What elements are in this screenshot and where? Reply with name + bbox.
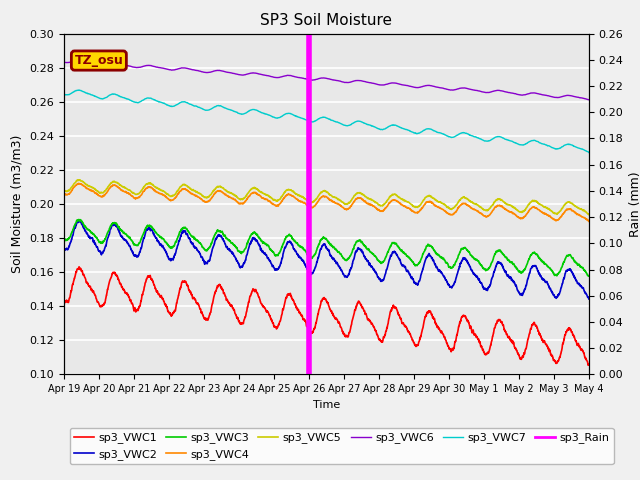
sp3_VWC3 (387, 243, 394, 249)
Y-axis label: Rain (mm): Rain (mm) (629, 171, 640, 237)
sp3_VWC1 (387, 308, 394, 314)
sp3_VWC3 (585, 273, 593, 279)
X-axis label: Time: Time (313, 400, 340, 409)
Line: sp3_VWC3: sp3_VWC3 (64, 219, 589, 276)
sp3_VWC6 (173, 67, 180, 72)
sp3_VWC6 (60, 59, 68, 65)
sp3_VWC1 (585, 362, 593, 368)
Text: TZ_osu: TZ_osu (74, 54, 124, 67)
sp3_VWC5 (585, 212, 593, 217)
sp3_VWC1 (173, 300, 180, 306)
sp3_VWC1 (76, 264, 83, 270)
sp3_VWC2 (207, 253, 214, 259)
sp3_VWC3 (585, 273, 593, 279)
sp3_VWC5 (173, 189, 180, 195)
sp3_VWC1 (60, 297, 68, 303)
sp3_VWC5 (387, 193, 394, 199)
Y-axis label: Soil Moisture (m3/m3): Soil Moisture (m3/m3) (11, 135, 24, 273)
sp3_VWC4 (387, 199, 394, 204)
sp3_VWC4 (535, 207, 543, 213)
Legend: sp3_VWC1, sp3_VWC2, sp3_VWC3, sp3_VWC4, sp3_VWC5, sp3_VWC6, sp3_VWC7, sp3_Rain: sp3_VWC1, sp3_VWC2, sp3_VWC3, sp3_VWC4, … (70, 428, 614, 464)
sp3_VWC3 (173, 238, 180, 244)
Line: sp3_VWC2: sp3_VWC2 (64, 220, 589, 299)
sp3_VWC3 (378, 260, 385, 265)
sp3_VWC6 (535, 91, 543, 97)
sp3_VWC2 (585, 295, 593, 301)
sp3_VWC7 (535, 140, 543, 145)
sp3_VWC7 (74, 87, 82, 93)
sp3_VWC6 (378, 82, 385, 88)
sp3_VWC7 (173, 102, 180, 108)
Line: sp3_VWC5: sp3_VWC5 (64, 180, 589, 215)
sp3_VWC2 (378, 278, 385, 284)
Line: sp3_VWC6: sp3_VWC6 (64, 60, 589, 100)
sp3_VWC2 (173, 246, 180, 252)
sp3_VWC4 (378, 208, 385, 214)
sp3_VWC6 (387, 80, 394, 86)
sp3_VWC2 (387, 252, 394, 258)
sp3_VWC4 (75, 180, 83, 186)
Line: sp3_VWC4: sp3_VWC4 (64, 183, 589, 221)
sp3_VWC1 (207, 309, 214, 315)
sp3_VWC7 (387, 123, 394, 129)
Line: sp3_VWC1: sp3_VWC1 (64, 267, 589, 365)
sp3_VWC6 (585, 97, 593, 103)
sp3_VWC4 (585, 218, 593, 224)
sp3_VWC1 (585, 362, 593, 368)
sp3_VWC5 (60, 188, 68, 194)
sp3_VWC3 (535, 255, 543, 261)
sp3_VWC2 (60, 245, 68, 251)
Title: SP3 Soil Moisture: SP3 Soil Moisture (260, 13, 392, 28)
sp3_VWC1 (535, 331, 543, 337)
sp3_VWC6 (207, 69, 214, 75)
sp3_VWC1 (378, 338, 385, 344)
sp3_VWC4 (585, 218, 593, 224)
Line: sp3_VWC7: sp3_VWC7 (64, 90, 589, 153)
sp3_VWC1 (584, 362, 592, 368)
sp3_VWC2 (585, 296, 593, 302)
sp3_VWC6 (74, 58, 81, 63)
sp3_VWC5 (76, 177, 83, 183)
sp3_VWC5 (378, 203, 385, 209)
sp3_VWC2 (76, 217, 84, 223)
sp3_VWC3 (207, 242, 214, 248)
sp3_VWC2 (535, 271, 543, 277)
sp3_VWC3 (585, 273, 593, 279)
sp3_VWC6 (585, 97, 593, 103)
sp3_VWC7 (60, 91, 68, 97)
sp3_VWC7 (378, 126, 385, 132)
sp3_VWC5 (207, 192, 214, 198)
sp3_VWC7 (585, 150, 593, 156)
sp3_VWC4 (60, 191, 68, 197)
sp3_VWC5 (535, 201, 543, 207)
sp3_VWC3 (75, 216, 83, 222)
sp3_VWC5 (585, 211, 593, 217)
sp3_VWC7 (585, 149, 593, 155)
sp3_VWC4 (173, 193, 180, 199)
sp3_VWC3 (60, 236, 68, 242)
sp3_VWC4 (207, 196, 214, 202)
sp3_VWC7 (207, 107, 214, 112)
